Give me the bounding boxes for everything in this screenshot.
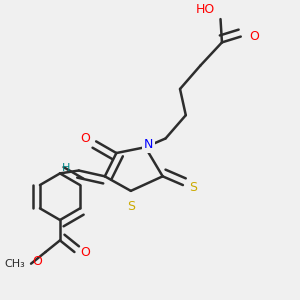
Text: O: O [80, 245, 90, 259]
Text: N: N [143, 138, 153, 151]
Text: O: O [80, 132, 90, 145]
Text: CH₃: CH₃ [4, 259, 25, 269]
Text: O: O [33, 255, 43, 268]
Text: S: S [189, 182, 197, 194]
Text: HO: HO [196, 3, 215, 16]
Text: O: O [249, 30, 259, 43]
Text: H: H [62, 163, 70, 172]
Text: S: S [127, 200, 135, 213]
